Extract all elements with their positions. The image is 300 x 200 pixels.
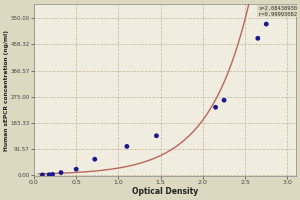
Point — [58, 171, 63, 174]
Point — [124, 145, 129, 148]
X-axis label: Optical Density: Optical Density — [132, 187, 198, 196]
Point — [255, 37, 260, 40]
Point — [264, 22, 269, 26]
Point — [74, 168, 79, 171]
Point — [47, 173, 52, 176]
Point — [154, 134, 159, 137]
Y-axis label: Human sEPCR concentration (ng/ml): Human sEPCR concentration (ng/ml) — [4, 30, 9, 151]
Point — [50, 173, 55, 176]
Point — [92, 158, 97, 161]
Text: s=2.08438930
r=0.99993082: s=2.08438930 r=0.99993082 — [258, 6, 297, 17]
Point — [40, 173, 45, 176]
Point — [222, 99, 226, 102]
Point — [213, 106, 218, 109]
